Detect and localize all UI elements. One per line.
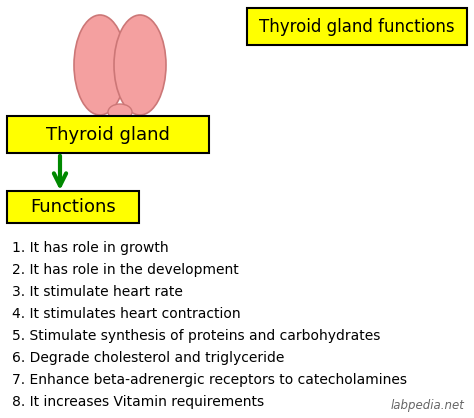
FancyBboxPatch shape	[7, 116, 209, 153]
Ellipse shape	[108, 104, 132, 120]
Text: 3. It stimulate heart rate: 3. It stimulate heart rate	[12, 285, 183, 299]
Text: Functions: Functions	[30, 198, 116, 216]
Ellipse shape	[114, 15, 166, 115]
Text: 8. It increases Vitamin requirements: 8. It increases Vitamin requirements	[12, 395, 264, 409]
Text: Thyroid gland functions: Thyroid gland functions	[259, 18, 455, 36]
Text: labpedia.net: labpedia.net	[390, 399, 464, 412]
Text: 6. Degrade cholesterol and triglyceride: 6. Degrade cholesterol and triglyceride	[12, 351, 284, 365]
Text: 1. It has role in growth: 1. It has role in growth	[12, 241, 169, 255]
Text: 7. Enhance beta-adrenergic receptors to catecholamines: 7. Enhance beta-adrenergic receptors to …	[12, 373, 407, 387]
Text: Thyroid gland: Thyroid gland	[46, 125, 170, 143]
Text: 4. It stimulates heart contraction: 4. It stimulates heart contraction	[12, 307, 241, 321]
Text: 2. It has role in the development: 2. It has role in the development	[12, 263, 239, 277]
Text: 5. Stimulate synthesis of proteins and carbohydrates: 5. Stimulate synthesis of proteins and c…	[12, 329, 380, 343]
Ellipse shape	[74, 15, 126, 115]
FancyBboxPatch shape	[247, 8, 467, 45]
FancyBboxPatch shape	[7, 191, 139, 223]
